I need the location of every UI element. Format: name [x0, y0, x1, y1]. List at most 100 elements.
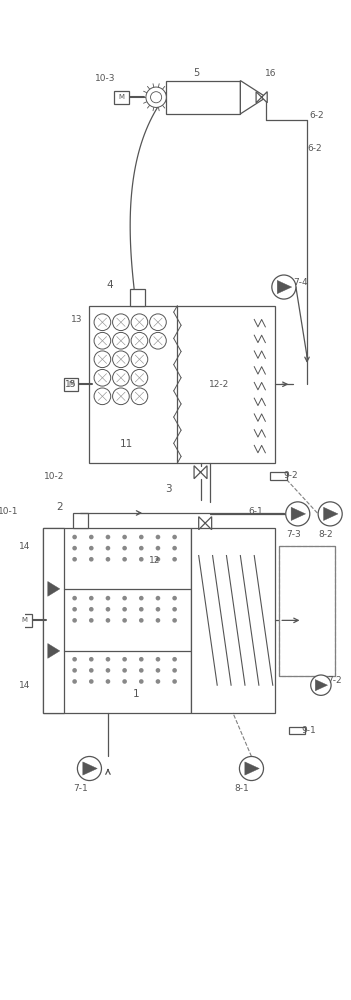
Circle shape — [122, 596, 127, 600]
Circle shape — [172, 557, 177, 562]
Circle shape — [94, 388, 111, 405]
Circle shape — [139, 607, 144, 612]
Text: 4: 4 — [106, 280, 113, 290]
Text: 6-1: 6-1 — [249, 507, 264, 516]
Text: 6-2: 6-2 — [309, 111, 324, 120]
Circle shape — [89, 557, 94, 562]
Circle shape — [139, 596, 144, 600]
Circle shape — [155, 535, 160, 539]
Text: 2: 2 — [57, 502, 63, 512]
Polygon shape — [194, 466, 207, 479]
Text: 10-3: 10-3 — [95, 74, 115, 83]
Text: 14: 14 — [19, 681, 30, 690]
Circle shape — [106, 535, 110, 539]
Circle shape — [72, 657, 77, 662]
Text: M: M — [119, 94, 125, 100]
Text: 5: 5 — [193, 68, 199, 78]
Bar — [114, 91, 129, 104]
Circle shape — [172, 596, 177, 600]
Circle shape — [72, 546, 77, 550]
Text: 13: 13 — [71, 315, 82, 324]
Circle shape — [89, 535, 94, 539]
Text: 7-2: 7-2 — [327, 676, 342, 685]
Circle shape — [155, 596, 160, 600]
Circle shape — [113, 369, 129, 386]
Polygon shape — [291, 507, 306, 521]
Circle shape — [106, 668, 110, 673]
Polygon shape — [256, 92, 267, 103]
Bar — [191, 528, 274, 713]
Circle shape — [172, 668, 177, 673]
Text: 7-1: 7-1 — [73, 784, 87, 793]
Circle shape — [131, 388, 148, 405]
Circle shape — [89, 607, 94, 612]
Circle shape — [155, 618, 160, 623]
Circle shape — [72, 557, 77, 562]
Circle shape — [106, 557, 110, 562]
Polygon shape — [324, 507, 338, 521]
Circle shape — [239, 756, 264, 781]
Text: 6-2: 6-2 — [307, 144, 322, 153]
Polygon shape — [83, 762, 97, 775]
Circle shape — [78, 756, 101, 781]
Text: 12: 12 — [148, 556, 160, 565]
Circle shape — [131, 314, 148, 331]
Text: 8-2: 8-2 — [318, 530, 333, 539]
Circle shape — [89, 618, 94, 623]
Bar — [73, 513, 88, 528]
Circle shape — [72, 607, 77, 612]
Circle shape — [311, 675, 331, 695]
Bar — [289, 727, 305, 734]
Circle shape — [155, 657, 160, 662]
Text: M: M — [22, 617, 28, 623]
Circle shape — [122, 607, 127, 612]
Circle shape — [131, 332, 148, 349]
Circle shape — [89, 679, 94, 684]
Circle shape — [72, 618, 77, 623]
Text: 7-3: 7-3 — [286, 530, 300, 539]
Circle shape — [106, 657, 110, 662]
Circle shape — [155, 679, 160, 684]
Circle shape — [155, 546, 160, 550]
Circle shape — [94, 351, 111, 368]
Text: 8-1: 8-1 — [235, 784, 250, 793]
Circle shape — [131, 351, 148, 368]
Circle shape — [139, 679, 144, 684]
Polygon shape — [245, 762, 259, 775]
Circle shape — [122, 618, 127, 623]
Circle shape — [172, 657, 177, 662]
Circle shape — [146, 87, 166, 107]
Circle shape — [94, 332, 111, 349]
Polygon shape — [277, 280, 292, 294]
Circle shape — [131, 369, 148, 386]
Circle shape — [72, 679, 77, 684]
Circle shape — [106, 618, 110, 623]
Circle shape — [72, 596, 77, 600]
Polygon shape — [199, 517, 212, 530]
Circle shape — [113, 388, 129, 405]
Circle shape — [139, 546, 144, 550]
Text: 14: 14 — [19, 542, 30, 551]
Circle shape — [150, 314, 166, 331]
Text: 9-2: 9-2 — [283, 471, 298, 480]
Bar — [90, 306, 274, 463]
Text: 9-1: 9-1 — [302, 726, 316, 735]
Circle shape — [139, 557, 144, 562]
Circle shape — [113, 351, 129, 368]
Circle shape — [318, 502, 342, 526]
Circle shape — [172, 546, 177, 550]
Circle shape — [113, 314, 129, 331]
Circle shape — [94, 369, 111, 386]
Circle shape — [106, 546, 110, 550]
Bar — [279, 546, 335, 676]
Circle shape — [122, 657, 127, 662]
Text: 1: 1 — [132, 689, 139, 699]
Circle shape — [172, 535, 177, 539]
Circle shape — [139, 668, 144, 673]
Circle shape — [89, 657, 94, 662]
Text: 12-2: 12-2 — [209, 380, 229, 389]
Bar — [166, 81, 240, 114]
Circle shape — [72, 535, 77, 539]
Circle shape — [122, 668, 127, 673]
Text: 15: 15 — [65, 380, 77, 389]
